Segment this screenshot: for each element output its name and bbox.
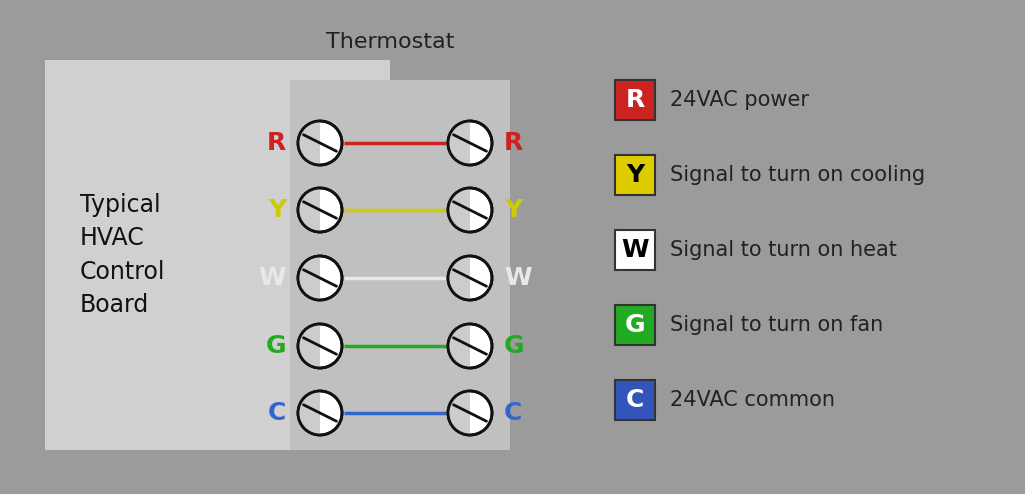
Text: C: C bbox=[268, 401, 286, 425]
Bar bbox=[615, 80, 655, 120]
Bar bbox=[615, 230, 655, 270]
Text: Signal to turn on cooling: Signal to turn on cooling bbox=[670, 165, 926, 185]
Text: W: W bbox=[504, 266, 532, 290]
Circle shape bbox=[298, 188, 342, 232]
Circle shape bbox=[448, 324, 492, 368]
Text: W: W bbox=[621, 238, 649, 262]
Wedge shape bbox=[448, 391, 470, 435]
Circle shape bbox=[448, 256, 492, 300]
Circle shape bbox=[298, 391, 342, 435]
Circle shape bbox=[298, 256, 342, 300]
Circle shape bbox=[298, 324, 342, 368]
Bar bbox=[615, 380, 655, 420]
Wedge shape bbox=[298, 324, 320, 368]
Circle shape bbox=[448, 391, 492, 435]
Text: W: W bbox=[258, 266, 286, 290]
Text: 24VAC power: 24VAC power bbox=[670, 90, 809, 110]
Text: R: R bbox=[625, 88, 645, 112]
Text: R: R bbox=[504, 131, 523, 155]
Text: C: C bbox=[504, 401, 523, 425]
Text: Thermostat: Thermostat bbox=[326, 32, 454, 52]
Text: 24VAC common: 24VAC common bbox=[670, 390, 835, 410]
Wedge shape bbox=[448, 188, 470, 232]
Wedge shape bbox=[448, 324, 470, 368]
Text: Signal to turn on heat: Signal to turn on heat bbox=[670, 240, 897, 260]
Text: G: G bbox=[624, 313, 646, 337]
Text: G: G bbox=[504, 334, 525, 358]
Circle shape bbox=[448, 188, 492, 232]
Wedge shape bbox=[298, 121, 320, 165]
Text: Signal to turn on fan: Signal to turn on fan bbox=[670, 315, 884, 335]
Text: R: R bbox=[266, 131, 286, 155]
Text: Typical
HVAC
Control
Board: Typical HVAC Control Board bbox=[80, 193, 165, 317]
Wedge shape bbox=[448, 256, 470, 300]
Text: Y: Y bbox=[626, 163, 644, 187]
Wedge shape bbox=[298, 188, 320, 232]
Text: G: G bbox=[265, 334, 286, 358]
Circle shape bbox=[298, 121, 342, 165]
Wedge shape bbox=[298, 256, 320, 300]
Bar bbox=[615, 305, 655, 345]
Text: Y: Y bbox=[268, 198, 286, 222]
Bar bbox=[615, 155, 655, 195]
Text: Y: Y bbox=[504, 198, 523, 222]
Wedge shape bbox=[448, 121, 470, 165]
Bar bbox=[290, 80, 510, 450]
Text: C: C bbox=[626, 388, 644, 412]
Bar bbox=[45, 60, 390, 450]
Circle shape bbox=[448, 121, 492, 165]
Wedge shape bbox=[298, 391, 320, 435]
